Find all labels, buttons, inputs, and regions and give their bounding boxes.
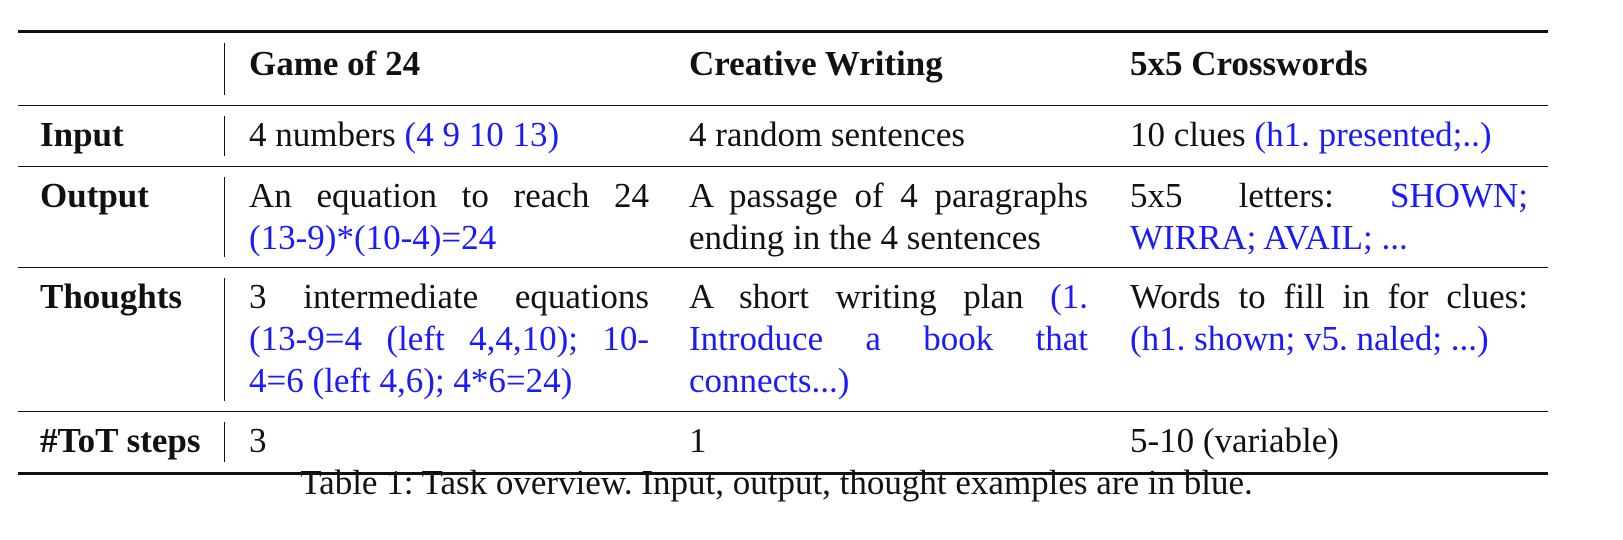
- table: Game of 24 Creative Writing 5x5 Crosswor…: [18, 30, 1548, 475]
- table-row-output: Output An equation to reach 24 (13-9)*(1…: [18, 166, 1548, 268]
- cell-text: 3 intermediate equations: [249, 277, 649, 316]
- row-label-output: Output: [18, 166, 225, 268]
- cell-input-game24: 4 numbers (4 9 10 13): [225, 105, 667, 167]
- cell-example: (4 9 10 13): [404, 115, 560, 154]
- cell-text: Words to fill in for clues:: [1130, 277, 1528, 316]
- cell-text: 5-10 (variable): [1130, 421, 1339, 460]
- cell-example: (h1. shown; v5. naled; ...): [1130, 319, 1489, 358]
- header-crosswords: 5x5 Crosswords: [1108, 30, 1548, 106]
- header-game-of-24: Game of 24: [225, 30, 667, 106]
- cell-input-crosswords: 10 clues (h1. presented;..): [1108, 105, 1548, 167]
- cell-input-writing: 4 random sentences: [667, 105, 1108, 167]
- header-row: Game of 24 Creative Writing 5x5 Crosswor…: [18, 30, 1548, 106]
- cell-example: SHOWN; WIRRA; AVAIL; ...: [1130, 176, 1528, 257]
- cell-output-game24: An equation to reach 24 (13-9)*(10-4)=24: [225, 166, 667, 268]
- cell-text: An equation to reach 24: [249, 176, 649, 215]
- cell-output-crosswords: 5x5 letters: SHOWN; WIRRA; AVAIL; ...: [1108, 166, 1548, 268]
- cell-example: (h1. presented;..): [1254, 115, 1492, 154]
- table-caption: Table 1: Task overview. Input, output, t…: [300, 463, 1253, 502]
- cell-text: 3: [249, 421, 267, 460]
- cell-text: A passage of 4 paragraphs ending in the …: [689, 176, 1088, 257]
- cell-text: 4 numbers: [249, 115, 405, 154]
- table-row-input: Input 4 numbers (4 9 10 13) 4 random sen…: [18, 105, 1548, 167]
- row-label-tot-steps: #ToT steps: [18, 411, 225, 475]
- row-label-input: Input: [18, 105, 225, 167]
- cell-example: (13-9=4 (left 4,4,10); 10-4=6 (left 4,6)…: [249, 319, 649, 400]
- cell-text: A short writing plan: [689, 277, 1051, 316]
- task-overview-table: Game of 24 Creative Writing 5x5 Crosswor…: [18, 30, 1548, 475]
- cell-steps-writing: 1: [667, 411, 1108, 475]
- cell-text: 10 clues: [1130, 115, 1255, 154]
- cell-text: 1: [689, 421, 707, 460]
- cell-text: 5x5 letters:: [1130, 176, 1390, 215]
- cell-steps-crosswords: 5-10 (variable): [1108, 411, 1548, 475]
- cell-thoughts-game24: 3 intermediate equations (13-9=4 (left 4…: [225, 267, 667, 412]
- cell-output-writing: A passage of 4 paragraphs ending in the …: [667, 166, 1108, 268]
- cell-text: 4 random sentences: [689, 115, 966, 154]
- table-row-tot-steps: #ToT steps 3 1 5-10 (variable): [18, 411, 1548, 475]
- cell-example: (13-9)*(10-4)=24: [249, 218, 497, 257]
- cell-steps-game24: 3: [225, 411, 667, 475]
- header-corner: [18, 30, 225, 106]
- row-label-thoughts: Thoughts: [18, 267, 225, 412]
- cell-example: (1. Introduce a book that connects...): [689, 277, 1088, 400]
- cell-thoughts-crosswords: Words to fill in for clues: (h1. shown; …: [1108, 267, 1548, 412]
- table-row-thoughts: Thoughts 3 intermediate equations (13-9=…: [18, 267, 1548, 412]
- header-creative-writing: Creative Writing: [667, 30, 1108, 106]
- cell-thoughts-writing: A short writing plan (1. Introduce a boo…: [667, 267, 1108, 412]
